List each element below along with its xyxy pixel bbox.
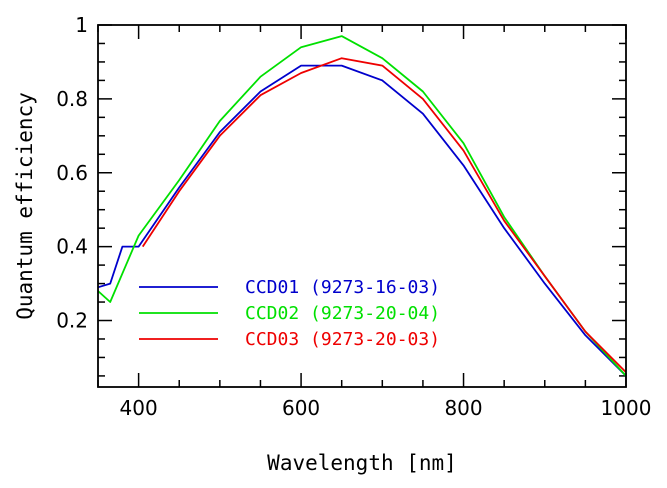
y-tick-label: 0.8 xyxy=(56,87,88,111)
y-tick-label: 1 xyxy=(75,13,88,37)
legend-label-2: CCD02 (9273-20-04) xyxy=(245,303,440,324)
x-tick-label: 600 xyxy=(282,396,320,420)
legend-label-1: CCD01 (9273-16-03) xyxy=(245,277,440,298)
axis-ticks xyxy=(97,24,627,387)
tick-labels: 400 600 800 1000 0.2 0.4 0.6 0.8 1 xyxy=(56,13,651,420)
plot-frame xyxy=(97,24,627,388)
legend: CCD01 (9273-16-03) CCD02 (9273-20-04) CCD0… xyxy=(139,277,440,350)
y-axis-label: Quantum efficiency xyxy=(13,92,37,320)
series-line-3 xyxy=(141,57,627,373)
y-tick-label: 0.4 xyxy=(56,235,88,259)
x-tick-label: 400 xyxy=(120,396,158,420)
x-tick-label: 800 xyxy=(444,396,482,420)
y-tick-label: 0.6 xyxy=(56,161,88,185)
series-layer xyxy=(97,35,627,377)
y-tick-label: 0.2 xyxy=(56,309,88,333)
x-axis-label: Wavelength [nm] xyxy=(267,451,457,475)
legend-label-3: CCD03 (9273-20-03) xyxy=(245,329,440,350)
series-line-2 xyxy=(97,35,627,377)
x-tick-label: 1000 xyxy=(601,396,652,420)
